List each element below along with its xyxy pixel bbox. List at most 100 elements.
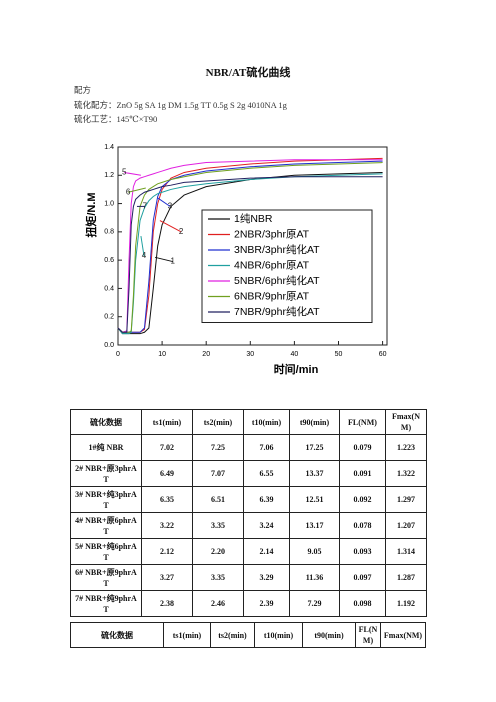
legend-label: 2NBR/3phr原AT [234,228,310,240]
header-cell: FL(NM) [355,622,381,648]
series-line [117,176,383,333]
table-cell: 7.25 [192,434,244,461]
header-cell: t90(min) [302,622,356,648]
table-row: 2# NBR+原3phrAT 6.49 7.07 6.55 13.37 0.091 1.32… [70,460,427,487]
table-cell: 6.35 [141,486,193,513]
header-row: 硫化数据 ts1(min) ts2(min) t10(min) t90(min) FL(N… [70,622,426,648]
annotation-label: 1 [170,257,175,266]
table-cell: 3.35 [192,512,244,539]
table-cell: 6.39 [243,486,290,513]
table-cell: 6.49 [141,460,193,487]
table-cell: 7# NBR+纯9phrAT [70,590,142,617]
annotation-label: 4 [142,251,147,260]
x-tick-label: 0 [116,351,120,358]
y-tick-label: 0.0 [104,342,114,349]
x-tick-label: 10 [158,351,166,358]
plot-frame [117,146,388,346]
series-line [117,159,383,333]
table-cell: 1.314 [385,538,427,565]
annotation-arrow [154,256,173,263]
x-axis-label: 时间/min [274,362,319,376]
table-cell: 2.46 [192,590,244,617]
x-tick-label: 40 [290,351,298,358]
table-cell: 1.297 [385,486,427,513]
header-cell: ts2(min) [192,409,244,435]
header-cell: Fmax(NM) [380,622,426,648]
y-tick-label: 1.4 [104,144,114,151]
table-cell: 3.35 [192,564,244,591]
x-tick-label: 20 [202,351,210,358]
series-line [117,173,383,335]
x-tick-label: 60 [379,351,387,358]
annotation-label: 3 [168,202,173,211]
table-cell: 4# NBR+原6phrAT [70,512,142,539]
table-cell: 3.27 [141,564,193,591]
annotation-label: 5 [122,168,127,177]
table-cell: 2.38 [141,590,193,617]
table-cell: 7.02 [141,434,193,461]
table-cell: 1.192 [385,590,427,617]
data-table: 硫化数据 ts1(min) ts2(min) t10(min) t90(min) FL(N… [70,409,427,617]
table-cell: 1#纯 NBR [70,434,142,461]
header-cell: 硫化数据 [70,409,142,435]
table-row: 3# NBR+纯3phrAT 6.35 6.51 6.39 12.51 0.092 1.29… [70,486,427,513]
table-cell: 11.36 [289,564,340,591]
table-row: 4# NBR+原6phrAT 3.22 3.35 3.24 13.17 0.078 1.20… [70,512,427,539]
legend-label: 1纯NBR [234,212,273,225]
chart: 0.0 0.2 0.4 0.6 0.8 1.0 1.2 1.4 0 10 20 30 40 50 60 时间/… [84,144,388,376]
table-cell: 0.079 [339,434,386,461]
table-cell: 13.37 [289,460,340,487]
y-tick-label: 1.2 [104,172,114,179]
doc-title: NBR/AT硫化曲线 [205,67,291,79]
table-cell: 3.22 [141,512,193,539]
annotation-label: 7 [143,202,148,211]
table-cell: 0.091 [339,460,386,487]
y-tick-label: 0.6 [104,257,114,264]
table-cell: 3.29 [243,564,290,591]
table-cell: 0.097 [339,564,386,591]
table-cell: 2.39 [243,590,290,617]
table-cell: 2# NBR+原3phrAT [70,460,142,487]
annotation-arrow [157,197,171,207]
table-cell: 6.51 [192,486,244,513]
table-cell: 2.20 [192,538,244,565]
table-cell: 3# NBR+纯3phrAT [70,486,142,513]
x-tick-label: 50 [335,351,343,358]
header-cell: ts1(min) [163,622,211,648]
series-line [117,162,383,333]
header-cell: t10(min) [254,622,303,648]
table-cell: 17.25 [289,434,340,461]
legend-label: 6NBR/9phr原AT [234,290,310,302]
y-tick-label: 0.8 [104,229,114,236]
table-cell: 2.14 [243,538,290,565]
table-cell: 13.17 [289,512,340,539]
legend-box [201,209,373,323]
header-cell: 硫化数据 [70,622,164,648]
legend-label: 3NBR/3phr纯化AT [234,243,320,256]
table-cell: 0.092 [339,486,386,513]
table-cell: 7.07 [192,460,244,487]
legend-label: 7NBR/9phr纯化AT [234,305,320,318]
table-cell: 0.078 [339,512,386,539]
header-cell: FL(NM) [339,409,386,435]
annotation-arrow [124,171,142,176]
legend-label: 5NBR/6phr纯化AT [234,274,320,287]
table-row: 7# NBR+纯9phrAT 2.38 2.46 2.39 7.29 0.098 1.192 [70,590,427,617]
table-cell: 1.223 [385,434,427,461]
x-tick-label: 30 [246,351,254,358]
header-row: 硫化数据 ts1(min) ts2(min) t10(min) t90(min) FL(N… [70,409,427,435]
table-cell: 1.207 [385,512,427,539]
y-tick-label: 1.0 [104,200,114,207]
table-row: 5# NBR+纯6phrAT 2.12 2.20 2.14 9.05 0.093 1.314 [70,538,427,565]
header-cell: Fmax(NM) [385,409,427,435]
table-cell: 6# NBR+原9phrAT [70,564,142,591]
legend-label: 4NBR/6phr原AT [234,259,310,271]
text-line: 配方 [74,85,92,95]
table-cell: 3.24 [243,512,290,539]
annotation-label: 6 [126,187,131,196]
table-cell: 2.12 [141,538,193,565]
table-cell: 7.06 [243,434,290,461]
text-line: 硫化工艺：145℃×T90 [74,114,158,124]
table-cell: 5# NBR+纯6phrAT [70,538,142,565]
y-tick-label: 0.4 [104,285,114,292]
